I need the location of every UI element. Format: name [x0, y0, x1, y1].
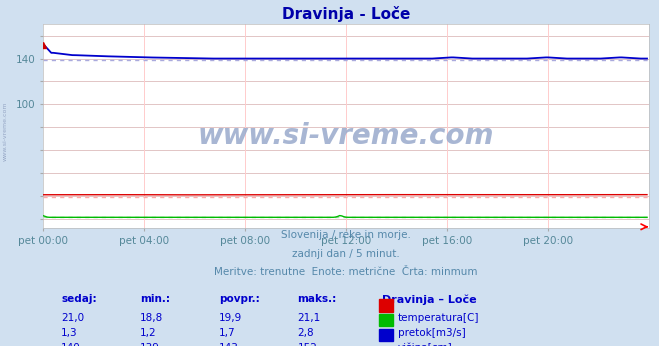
- Text: www.si-vreme.com: www.si-vreme.com: [198, 122, 494, 150]
- Text: Dravinja – Loče: Dravinja – Loče: [382, 294, 477, 305]
- Text: 1,7: 1,7: [219, 328, 235, 338]
- Text: 21,0: 21,0: [61, 313, 84, 323]
- Text: min.:: min.:: [140, 294, 170, 304]
- Text: 152: 152: [297, 343, 318, 346]
- Text: zadnji dan / 5 minut.: zadnji dan / 5 minut.: [292, 248, 400, 258]
- Text: sedaj:: sedaj:: [61, 294, 97, 304]
- Text: temperatura[C]: temperatura[C]: [397, 313, 479, 323]
- Text: Meritve: trenutne  Enote: metrične  Črta: minmum: Meritve: trenutne Enote: metrične Črta: …: [214, 267, 478, 277]
- Text: 2,8: 2,8: [297, 328, 314, 338]
- Bar: [380, 299, 393, 312]
- Bar: [380, 314, 393, 327]
- Text: www.si-vreme.com: www.si-vreme.com: [3, 102, 8, 161]
- Text: 18,8: 18,8: [140, 313, 163, 323]
- Text: višina[cm]: višina[cm]: [397, 343, 452, 346]
- Text: Slovenija / reke in morje.: Slovenija / reke in morje.: [281, 230, 411, 240]
- Text: 139: 139: [140, 343, 159, 346]
- Title: Dravinja - Loče: Dravinja - Loče: [282, 6, 410, 22]
- Text: 140: 140: [61, 343, 81, 346]
- Text: povpr.:: povpr.:: [219, 294, 260, 304]
- Text: 1,2: 1,2: [140, 328, 156, 338]
- Text: 1,3: 1,3: [61, 328, 78, 338]
- Text: pretok[m3/s]: pretok[m3/s]: [397, 328, 465, 338]
- Text: maks.:: maks.:: [297, 294, 337, 304]
- Text: 21,1: 21,1: [297, 313, 321, 323]
- Text: 19,9: 19,9: [219, 313, 242, 323]
- Bar: [380, 329, 393, 342]
- Text: 143: 143: [219, 343, 239, 346]
